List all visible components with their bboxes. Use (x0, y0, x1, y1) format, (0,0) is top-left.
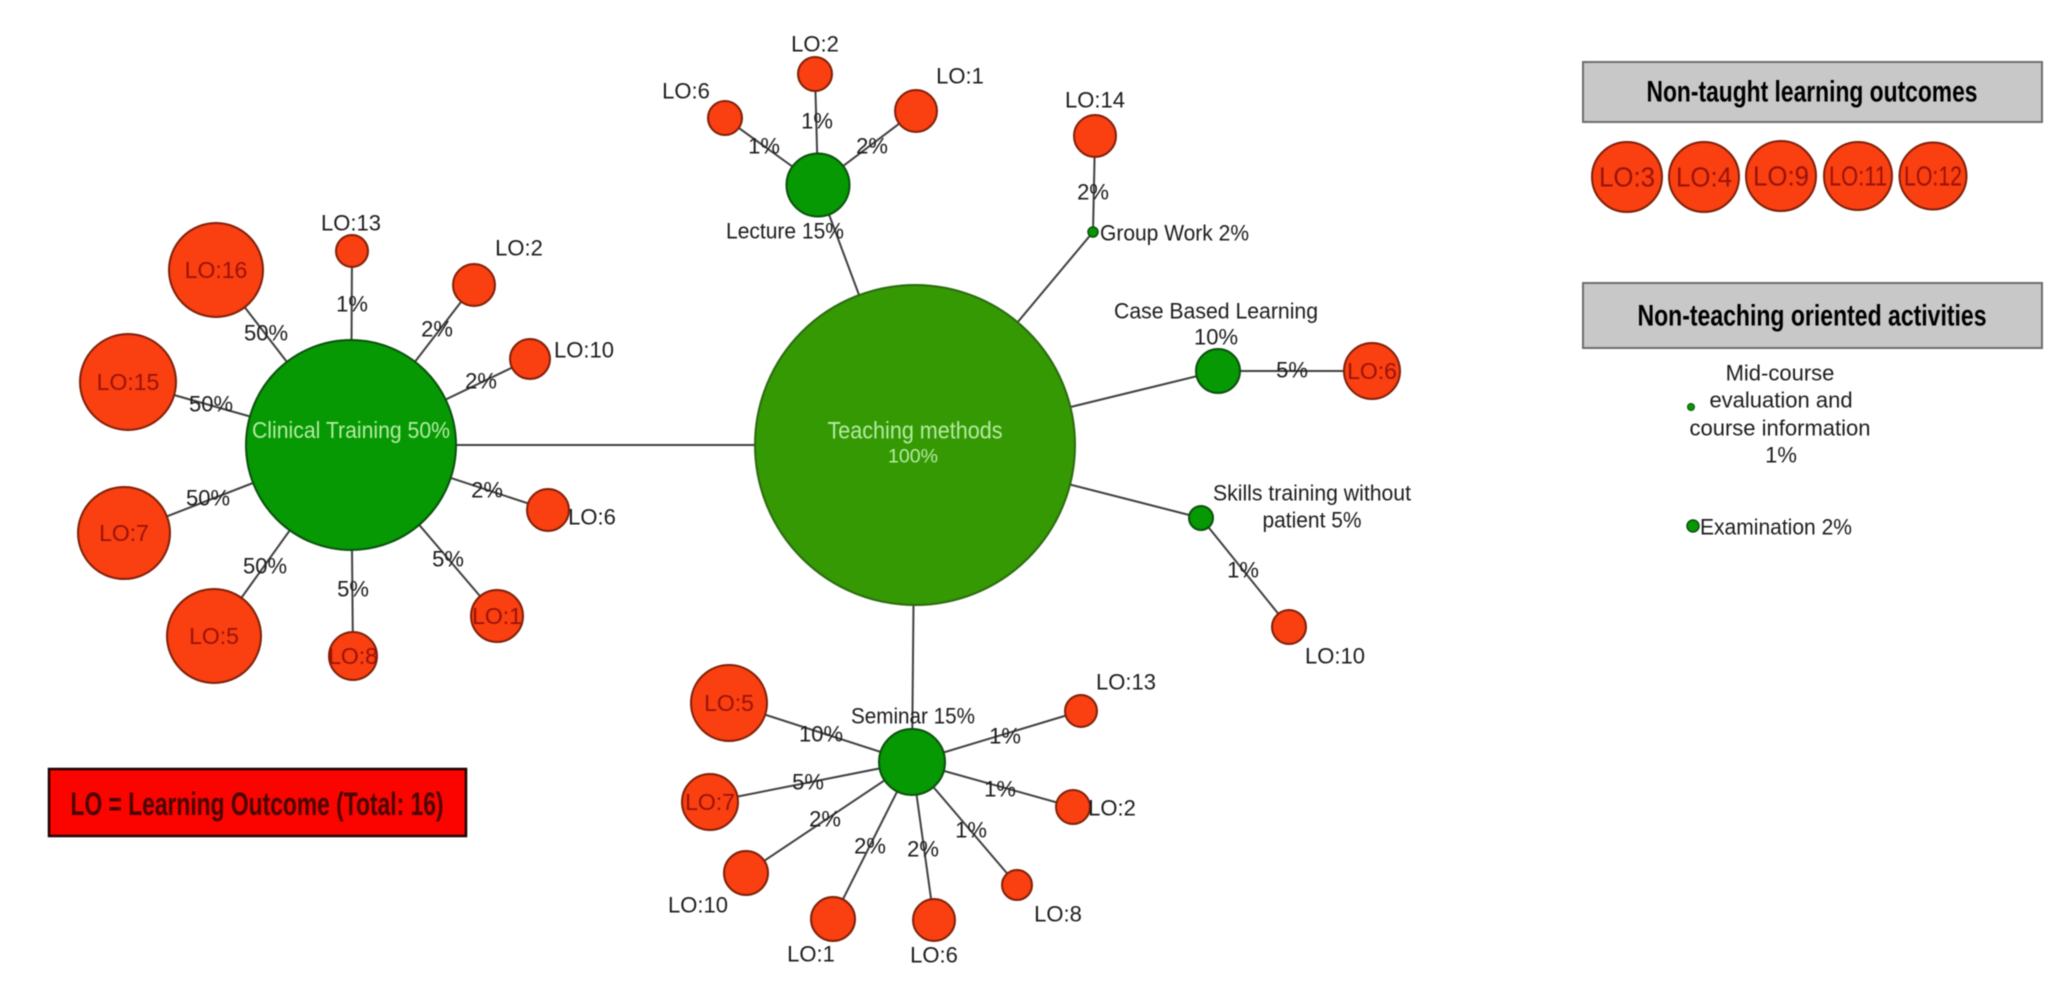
svg-text:2%: 2% (471, 478, 503, 503)
svg-text:patient 5%: patient 5% (1263, 508, 1362, 533)
svg-text:1%: 1% (989, 724, 1021, 749)
svg-text:1%: 1% (955, 818, 987, 843)
svg-text:LO:2: LO:2 (791, 32, 839, 57)
svg-text:LO:1: LO:1 (787, 942, 835, 967)
svg-text:1%: 1% (748, 134, 780, 159)
svg-text:Examination 2%: Examination 2% (1700, 515, 1852, 540)
svg-text:LO:13: LO:13 (321, 211, 381, 236)
svg-text:2%: 2% (1077, 180, 1109, 205)
svg-text:LO:7: LO:7 (685, 789, 735, 815)
svg-text:100%: 100% (888, 447, 938, 468)
svg-text:LO:6: LO:6 (568, 505, 616, 530)
svg-text:Seminar 15%: Seminar 15% (851, 704, 975, 729)
svg-text:Non-teaching oriented activiti: Non-teaching oriented activities (1638, 300, 1987, 333)
svg-text:LO:6: LO:6 (910, 943, 958, 968)
svg-text:LO:6: LO:6 (662, 79, 710, 104)
svg-text:Lecture 15%: Lecture 15% (726, 219, 844, 244)
svg-text:5%: 5% (792, 770, 824, 795)
svg-text:5%: 5% (337, 577, 369, 602)
svg-text:1%: 1% (336, 292, 368, 317)
svg-text:2%: 2% (465, 369, 497, 394)
svg-text:10%: 10% (799, 722, 843, 747)
svg-text:10%: 10% (1194, 325, 1238, 350)
svg-text:2%: 2% (421, 317, 453, 342)
svg-text:LO:3: LO:3 (1599, 162, 1655, 193)
svg-text:LO:9: LO:9 (1753, 161, 1809, 192)
svg-text:LO:10: LO:10 (554, 338, 614, 363)
svg-text:LO:12: LO:12 (1904, 161, 1962, 192)
svg-text:Skills training without: Skills training without (1213, 481, 1411, 506)
svg-text:LO:10: LO:10 (668, 893, 728, 918)
svg-text:Group Work 2%: Group Work 2% (1100, 221, 1249, 246)
svg-text:course information: course information (1690, 416, 1871, 441)
svg-text:2%: 2% (907, 837, 939, 862)
svg-text:5%: 5% (432, 547, 464, 572)
svg-text:LO:13: LO:13 (1096, 670, 1156, 695)
svg-text:Mid-course: Mid-course (1726, 361, 1835, 386)
svg-text:Non-taught learning outcomes: Non-taught learning outcomes (1647, 76, 1978, 109)
svg-text:1%: 1% (801, 109, 833, 134)
svg-text:LO:7: LO:7 (99, 520, 149, 546)
svg-text:LO:8: LO:8 (1034, 902, 1082, 927)
svg-text:2%: 2% (854, 834, 886, 859)
svg-text:LO = Learning Outcome (Total:: LO = Learning Outcome (Total: 16) (71, 786, 444, 822)
svg-text:50%: 50% (189, 392, 233, 417)
svg-text:Teaching methods: Teaching methods (828, 418, 1003, 445)
svg-text:LO:8: LO:8 (328, 643, 378, 669)
svg-text:LO:1: LO:1 (472, 603, 522, 629)
svg-text:1%: 1% (984, 777, 1016, 802)
svg-text:2%: 2% (809, 807, 841, 832)
svg-text:evaluation and: evaluation and (1709, 388, 1852, 413)
svg-text:50%: 50% (243, 554, 287, 579)
svg-text:LO:16: LO:16 (185, 257, 248, 283)
svg-text:1%: 1% (1765, 443, 1797, 468)
svg-text:LO:15: LO:15 (97, 369, 160, 395)
svg-text:LO:14: LO:14 (1065, 88, 1125, 113)
svg-text:LO:5: LO:5 (189, 623, 239, 649)
svg-text:2%: 2% (856, 134, 888, 159)
svg-text:LO:6: LO:6 (1347, 358, 1397, 384)
svg-text:50%: 50% (244, 321, 288, 346)
svg-text:50%: 50% (186, 486, 230, 511)
svg-text:1%: 1% (1227, 558, 1259, 583)
svg-text:LO:5: LO:5 (704, 690, 754, 716)
svg-text:5%: 5% (1276, 358, 1308, 383)
svg-text:LO:2: LO:2 (1088, 796, 1136, 821)
svg-text:LO:2: LO:2 (495, 236, 543, 261)
svg-text:LO:4: LO:4 (1676, 162, 1732, 193)
svg-text:LO:10: LO:10 (1305, 644, 1365, 669)
svg-text:LO:1: LO:1 (936, 64, 984, 89)
svg-text:Case Based Learning: Case Based Learning (1114, 299, 1318, 324)
svg-text:Clinical Training 50%: Clinical Training 50% (252, 417, 450, 443)
svg-text:LO:11: LO:11 (1829, 161, 1887, 192)
